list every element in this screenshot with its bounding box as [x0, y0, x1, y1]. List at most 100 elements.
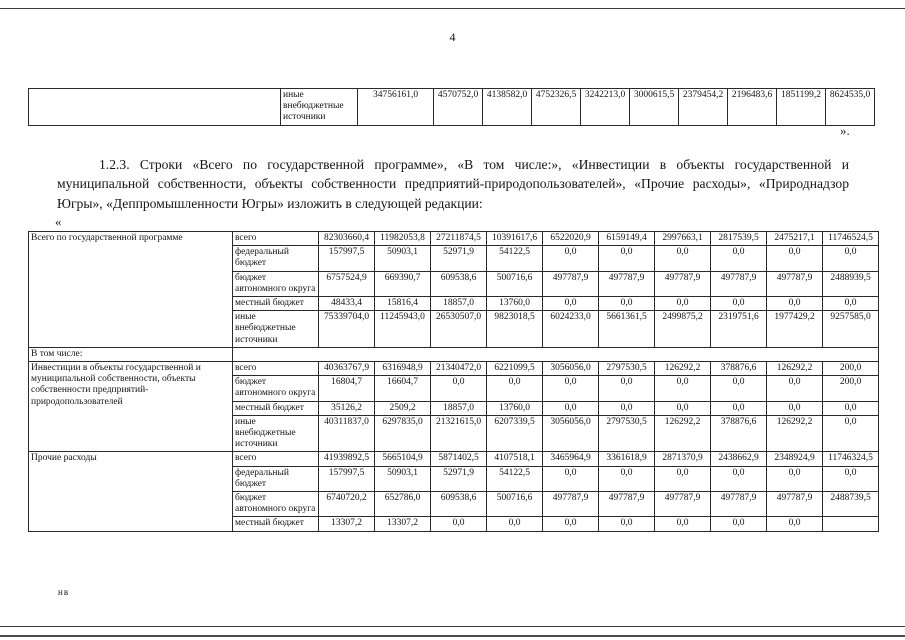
- top-table-value-cell: 34756161,0: [357, 88, 434, 126]
- value-cell: 2509,2: [374, 400, 431, 416]
- value-cell: 497787,9: [542, 491, 599, 518]
- page-bottom-rule-1: [0, 626, 905, 627]
- value-cell: 2797530,5: [598, 414, 655, 453]
- opening-quote-mark: «: [55, 214, 62, 229]
- value-cell: 3361618,9: [598, 451, 655, 467]
- previous-table-fragment: иные внебюджетные источники 34756161,0 457…: [28, 88, 875, 126]
- value-cell: 0,0: [822, 465, 879, 493]
- value-cell: 0,0: [654, 516, 711, 532]
- value-cell: 609538,6: [430, 491, 487, 518]
- value-cell: 2997663,1: [654, 230, 711, 247]
- value-cell: 52971,9: [430, 245, 487, 272]
- value-cell: 2348924,9: [766, 451, 823, 467]
- value-cell: 21321615,0: [430, 414, 487, 453]
- value-cell: 6221099,5: [486, 361, 543, 377]
- budget-type-cell: бюджет автономного округа: [232, 270, 319, 298]
- value-cell: 52971,9: [430, 465, 487, 493]
- value-cell: 15816,4: [374, 296, 431, 312]
- value-cell: 27211874,5: [430, 230, 487, 247]
- value-cell: 16604,7: [374, 375, 431, 402]
- value-cell: 378876,6: [710, 414, 767, 453]
- value-cell: 5661361,5: [598, 310, 655, 348]
- value-cell: 21340472,0: [430, 361, 487, 377]
- value-cell: 5665104,9: [374, 451, 431, 467]
- value-cell: 2488739,5: [822, 491, 879, 518]
- value-cell: 6207339,5: [486, 414, 543, 453]
- value-cell: 0,0: [822, 400, 879, 416]
- table-row: иные внебюджетные источники 40311837,0 629…: [29, 414, 879, 453]
- value-cell: 500716,6: [486, 491, 543, 518]
- budget-type-cell: местный бюджет: [232, 400, 319, 416]
- value-cell: 41939892,5: [318, 451, 375, 467]
- value-cell: 126292,2: [766, 361, 823, 377]
- value-cell: 157997,5: [318, 465, 375, 493]
- value-cell: 0,0: [822, 296, 879, 312]
- value-cell: 13307,2: [318, 516, 375, 532]
- top-table-value-cell: 3242213,0: [580, 88, 630, 126]
- value-cell: 0,0: [766, 516, 823, 532]
- value-cell: 200,0: [822, 375, 879, 402]
- top-table-row-label: иные внебюджетные источники: [280, 88, 358, 126]
- table-row: Всего по государственной программе всего 8…: [28, 230, 879, 348]
- intro-paragraph: 1.2.3. Строки «Всего по государственной …: [57, 157, 849, 211]
- value-cell: 0,0: [430, 516, 487, 532]
- value-cell: 13760,0: [486, 400, 543, 416]
- value-cell: 9823018,5: [486, 310, 543, 348]
- top-table-row: иные внебюджетные источники 34756161,0 457…: [28, 88, 875, 126]
- main-table-body: Всего по государственной программе всего 8…: [28, 230, 879, 532]
- value-cell: 0,0: [542, 516, 599, 532]
- value-cell: 40363767,9: [318, 361, 375, 377]
- value-cell: 11746324,5: [822, 451, 879, 467]
- value-cell: 6316948,9: [374, 361, 431, 377]
- top-table-value-cell: 3000615,5: [629, 88, 679, 126]
- value-cell: 0,0: [654, 296, 711, 312]
- value-cell: 0,0: [486, 516, 543, 532]
- table-row: местный бюджет 35126,2 2509,2 18857,0 13760,…: [29, 400, 879, 416]
- value-cell: 5871402,5: [430, 451, 487, 467]
- value-cell: 82303660,4: [318, 230, 375, 247]
- value-cell: 157997,5: [318, 245, 375, 272]
- value-cell: 2319751,6: [710, 310, 767, 348]
- budget-type-cell: местный бюджет: [232, 296, 319, 312]
- budget-type-cell: иные внебюджетные источники: [232, 310, 319, 348]
- value-cell: 0,0: [598, 516, 655, 532]
- value-cell: 2871370,9: [654, 451, 711, 467]
- value-cell: 26530507,0: [430, 310, 487, 348]
- value-cell: 497787,9: [710, 270, 767, 298]
- budget-type-cell: бюджет автономного округа: [232, 375, 319, 402]
- budget-type-cell: иные внебюджетные источники: [232, 414, 319, 453]
- table-row: бюджет автономного округа 16804,7 16604,7 0…: [29, 375, 879, 402]
- value-cell: 0,0: [654, 465, 711, 493]
- budget-type-cell: всего: [232, 451, 319, 467]
- table-row: бюджет автономного округа 6740720,2 652786…: [29, 491, 879, 518]
- value-cell: 497787,9: [598, 491, 655, 518]
- value-cell: 0,0: [710, 375, 767, 402]
- value-cell: 0,0: [542, 296, 599, 312]
- value-cell: 13307,2: [374, 516, 431, 532]
- value-cell: 378876,6: [710, 361, 767, 377]
- value-cell: 3465964,9: [542, 451, 599, 467]
- row-group-name-cell: Инвестиции в объекты государственной и м…: [28, 361, 233, 453]
- value-cell: 126292,2: [654, 361, 711, 377]
- value-cell: 669390,7: [374, 270, 431, 298]
- value-cell: 6522020,9: [542, 230, 599, 247]
- budget-type-cell: местный бюджет: [232, 516, 319, 532]
- value-cell: 0,0: [654, 400, 711, 416]
- top-table-empty-cell: [28, 88, 281, 126]
- value-cell: 0,0: [598, 245, 655, 272]
- table-row: Прочие расходы всего 41939892,5 5665104,9 58…: [28, 451, 879, 532]
- table-row: федеральный бюджет 157997,5 50903,1 52971,9…: [29, 465, 879, 493]
- value-cell: 0,0: [654, 375, 711, 402]
- value-cell: 0,0: [598, 296, 655, 312]
- top-table-value-cell: 4138582,0: [482, 88, 532, 126]
- value-cell: 0,0: [598, 375, 655, 402]
- value-cell: 2797530,5: [598, 361, 655, 377]
- value-cell: 609538,6: [430, 270, 487, 298]
- budget-type-cell: бюджет автономного округа: [232, 491, 319, 518]
- value-cell: 497787,9: [766, 270, 823, 298]
- top-table-value-cell: 8624535,0: [825, 88, 875, 126]
- budget-type-cell: всего: [232, 361, 319, 377]
- table-row: федеральный бюджет 157997,5 50903,1 52971,9…: [29, 245, 879, 272]
- value-cell: 0,0: [486, 375, 543, 402]
